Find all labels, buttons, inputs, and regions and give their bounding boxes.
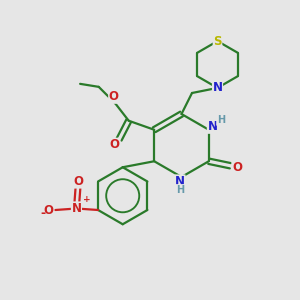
Text: +: + [83,195,91,204]
Text: O: O [232,161,242,174]
Text: N: N [71,202,81,215]
Text: O: O [110,138,120,151]
Text: S: S [213,34,222,48]
Text: O: O [43,203,53,217]
Text: H: H [217,115,225,125]
Text: -: - [40,207,46,220]
Text: N: N [175,175,185,188]
Text: H: H [176,184,184,195]
Text: N: N [207,120,218,133]
Text: O: O [109,90,119,103]
Text: N: N [212,81,223,94]
Text: O: O [74,175,83,188]
